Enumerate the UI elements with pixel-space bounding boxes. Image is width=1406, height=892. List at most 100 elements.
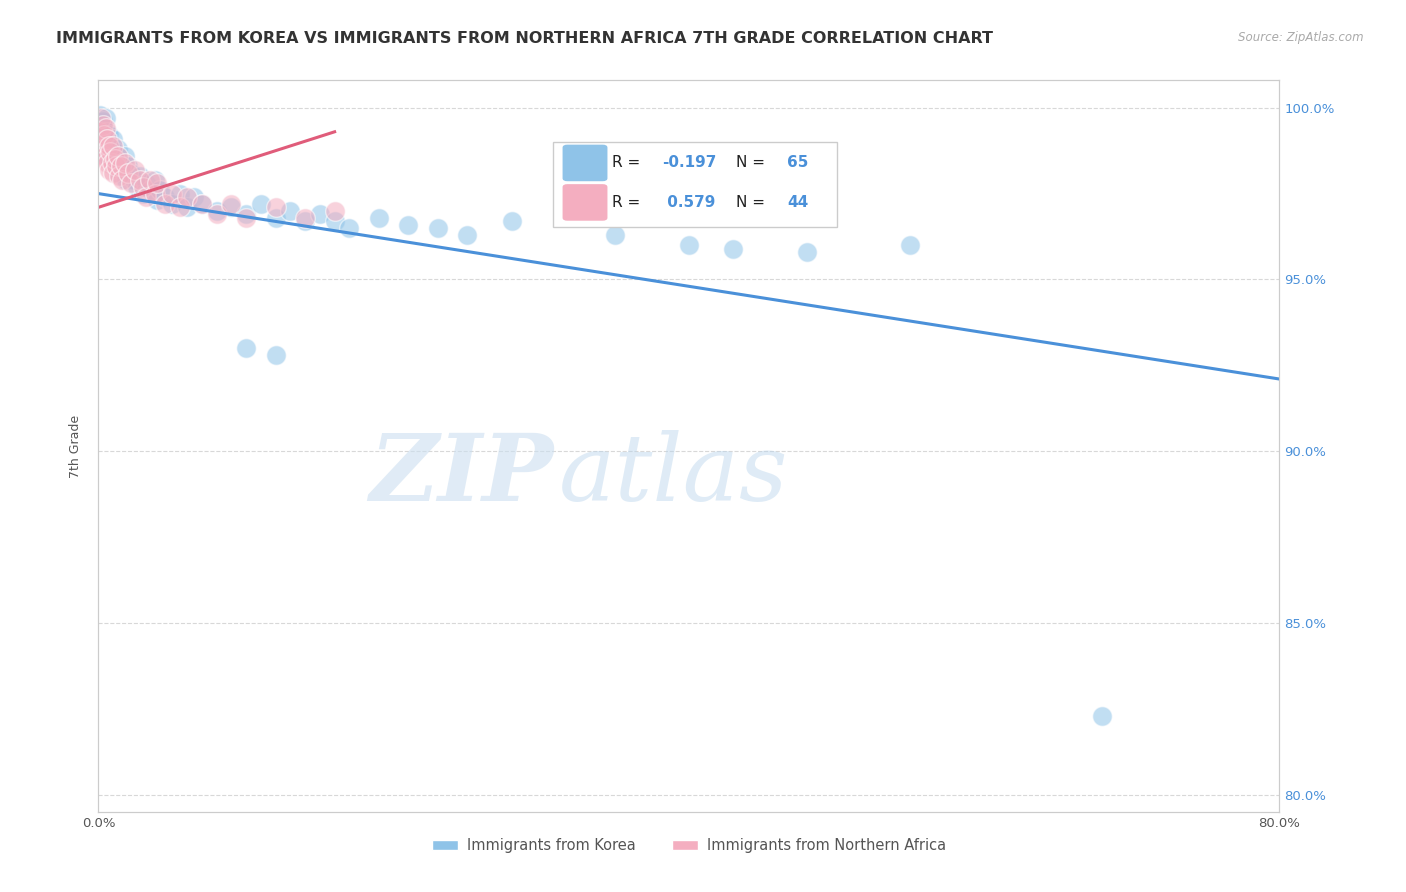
Point xyxy=(153,190,176,204)
Point xyxy=(91,142,114,156)
Point xyxy=(176,200,198,214)
Point xyxy=(111,162,134,177)
Point xyxy=(900,238,922,252)
Point xyxy=(100,155,122,169)
Text: IMMIGRANTS FROM KOREA VS IMMIGRANTS FROM NORTHERN AFRICA 7TH GRADE CORRELATION C: IMMIGRANTS FROM KOREA VS IMMIGRANTS FROM… xyxy=(56,31,993,46)
Point xyxy=(96,149,118,163)
FancyBboxPatch shape xyxy=(562,145,607,181)
Point xyxy=(149,183,172,197)
Point xyxy=(132,186,155,201)
Point xyxy=(221,197,243,211)
Point xyxy=(103,138,125,153)
Point xyxy=(94,111,117,125)
Text: -0.197: -0.197 xyxy=(662,155,716,170)
Point xyxy=(723,242,745,256)
Point xyxy=(96,131,118,145)
Point xyxy=(91,118,114,132)
Point xyxy=(398,218,420,232)
Point xyxy=(111,173,134,187)
Point xyxy=(457,227,479,242)
Point xyxy=(94,153,117,167)
Point xyxy=(235,211,257,225)
Point xyxy=(250,197,273,211)
Point xyxy=(97,138,120,153)
Point xyxy=(124,162,146,177)
Text: 65: 65 xyxy=(787,155,808,170)
Point xyxy=(103,166,125,180)
Point xyxy=(235,207,257,221)
Point xyxy=(139,183,162,197)
Point xyxy=(128,173,150,187)
Point xyxy=(501,214,523,228)
Legend: Immigrants from Korea, Immigrants from Northern Africa: Immigrants from Korea, Immigrants from N… xyxy=(426,832,952,859)
Point xyxy=(97,153,120,167)
Point xyxy=(128,169,150,184)
Text: 0.579: 0.579 xyxy=(662,195,716,210)
Point xyxy=(135,190,157,204)
Point xyxy=(153,197,176,211)
Point xyxy=(191,197,214,211)
Point xyxy=(235,341,257,355)
Text: 44: 44 xyxy=(787,195,808,210)
Point xyxy=(120,176,142,190)
Point xyxy=(183,190,205,204)
Point xyxy=(139,173,162,187)
Text: R =: R = xyxy=(612,155,645,170)
Point xyxy=(105,159,128,173)
Point xyxy=(103,131,125,145)
Text: ZIP: ZIP xyxy=(368,430,553,520)
Point xyxy=(90,125,112,139)
Point xyxy=(108,169,131,184)
Point xyxy=(110,155,132,169)
Point xyxy=(264,211,287,225)
FancyBboxPatch shape xyxy=(562,184,607,220)
Point xyxy=(91,131,114,145)
Point xyxy=(104,145,127,160)
Point xyxy=(264,200,287,214)
Point xyxy=(90,118,112,132)
Point xyxy=(114,155,136,169)
Point xyxy=(122,173,145,187)
Point xyxy=(169,186,191,201)
Point xyxy=(103,155,125,169)
Point xyxy=(98,145,121,160)
Point xyxy=(97,128,120,143)
Point xyxy=(90,135,112,149)
Text: atlas: atlas xyxy=(560,430,789,520)
Point xyxy=(294,211,316,225)
Point xyxy=(323,214,346,228)
Point xyxy=(117,166,139,180)
Point xyxy=(146,176,169,190)
Point xyxy=(1091,708,1114,723)
Point xyxy=(107,166,129,180)
Point xyxy=(191,197,214,211)
Text: N =: N = xyxy=(737,155,770,170)
Point xyxy=(162,186,183,201)
Point xyxy=(162,197,183,211)
Point xyxy=(135,176,157,190)
Point xyxy=(678,238,700,252)
Point xyxy=(104,153,127,167)
Point xyxy=(98,135,121,149)
Point xyxy=(93,142,115,156)
Point xyxy=(143,186,166,201)
Point xyxy=(280,203,302,218)
Point xyxy=(115,173,138,187)
Point xyxy=(309,207,332,221)
Point xyxy=(96,125,118,139)
Point xyxy=(107,142,129,156)
Point xyxy=(89,107,111,121)
FancyBboxPatch shape xyxy=(553,143,837,227)
Point xyxy=(90,111,112,125)
Point xyxy=(93,149,115,163)
Point xyxy=(176,190,198,204)
Point xyxy=(107,149,129,163)
Point xyxy=(146,194,169,208)
Point xyxy=(91,114,114,128)
Point xyxy=(132,179,155,194)
Point xyxy=(97,162,120,177)
Point xyxy=(605,227,627,242)
Point xyxy=(93,128,115,143)
Point xyxy=(114,149,136,163)
Point xyxy=(94,135,117,149)
